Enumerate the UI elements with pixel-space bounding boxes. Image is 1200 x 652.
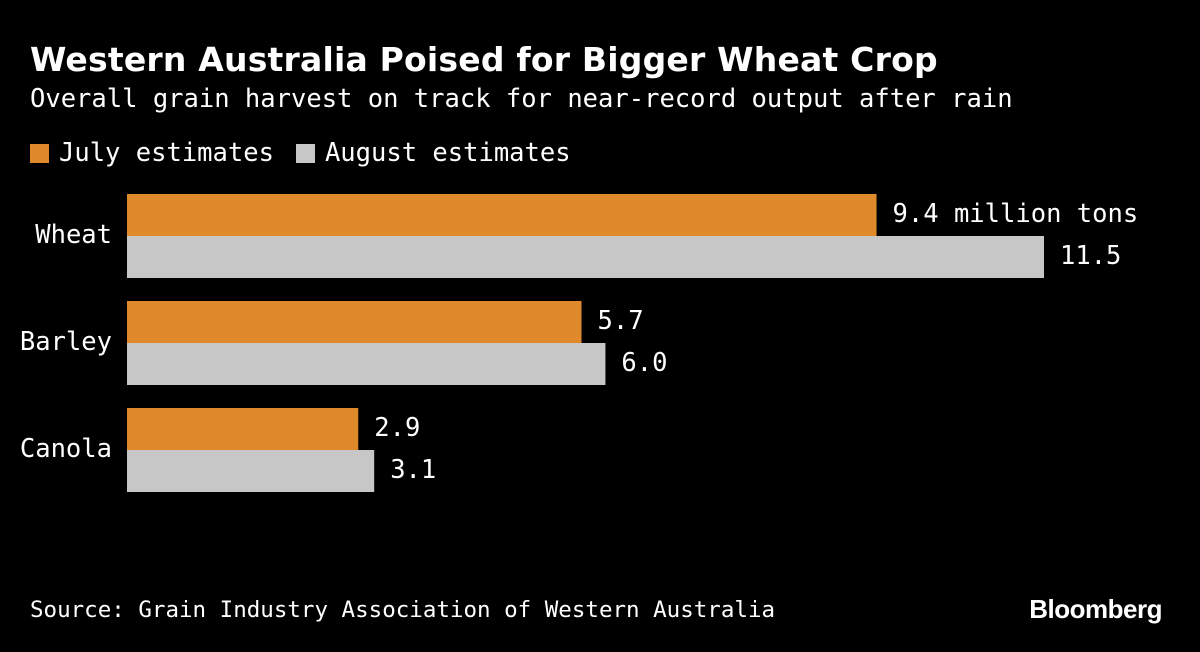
value-label-wheat-august: 11.5 <box>1060 241 1121 271</box>
legend-swatch-august <box>295 143 315 163</box>
legend-item-august: August estimates <box>295 138 571 168</box>
value-label-canola-july: 2.9 <box>374 413 420 443</box>
legend-swatch-july <box>30 143 49 163</box>
value-label-canola-august: 3.1 <box>390 455 436 485</box>
legend: July estimates August estimates <box>30 136 593 170</box>
value-label-wheat-july: 9.4 million tons <box>893 199 1139 229</box>
chart-title: Western Australia Poised for Bigger Whea… <box>30 40 938 79</box>
bloomberg-logo: Bloomberg <box>1029 594 1162 624</box>
legend-label-august: August estimates <box>324 138 571 168</box>
bar-canola-july <box>127 408 359 450</box>
bar-barley-july <box>127 301 582 343</box>
category-label-barley: Barley <box>20 327 112 357</box>
bar-wheat-august <box>127 236 1044 278</box>
category-label-wheat: Wheat <box>35 220 112 250</box>
chart-subtitle: Overall grain harvest on track for near-… <box>30 84 1013 114</box>
bar-canola-august <box>127 450 375 492</box>
category-label-canola: Canola <box>20 434 112 464</box>
legend-item-july: July estimates <box>30 138 274 168</box>
legend-label-july: July estimates <box>59 138 274 168</box>
bar-barley-august <box>127 343 606 385</box>
bar-wheat-july <box>127 194 877 236</box>
source-note: Source: Grain Industry Association of We… <box>30 597 776 623</box>
value-label-barley-august: 6.0 <box>621 348 667 378</box>
value-label-barley-july: 5.7 <box>598 306 644 336</box>
